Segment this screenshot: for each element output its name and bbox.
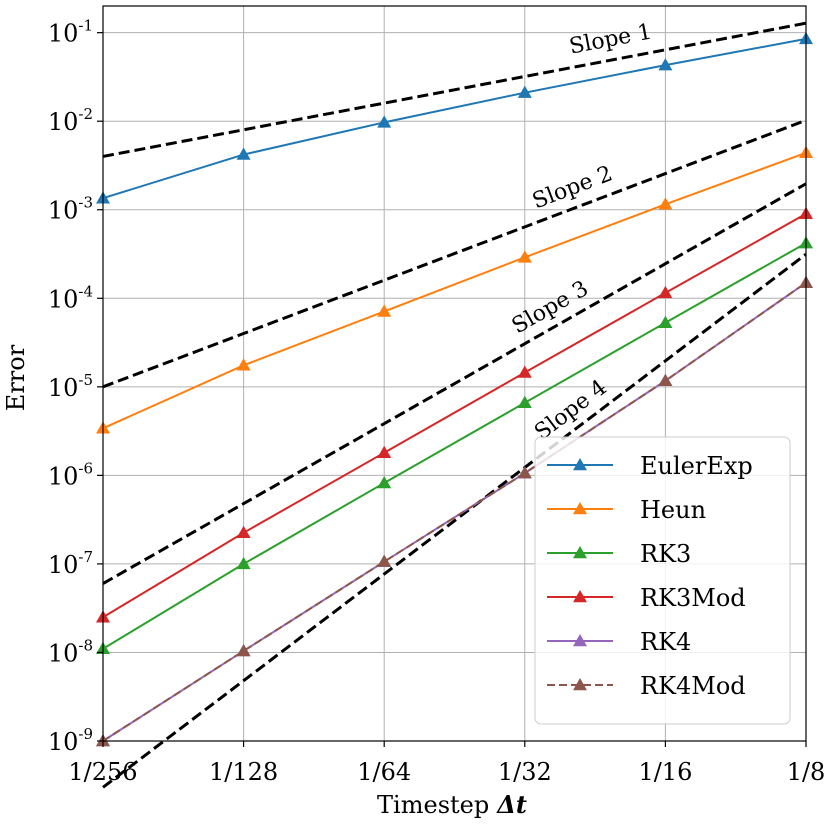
x-axis-label: Timestep Δt: [377, 790, 527, 819]
data-point: [517, 466, 532, 479]
data-point: [658, 285, 673, 299]
data-point: [377, 554, 392, 567]
legend-swatch-marker: [573, 546, 587, 559]
slope-2-line: [102, 118, 807, 389]
data-point: [377, 304, 392, 317]
data-point: [377, 445, 392, 459]
y-tick-label: 10-5: [48, 371, 93, 402]
data-point: [517, 365, 532, 378]
data-point: [236, 556, 251, 570]
data-point: [377, 115, 392, 128]
legend-item: EulerExp: [547, 452, 753, 480]
x-tick-label: 1/16: [638, 758, 692, 786]
y-tick-label: 10-9: [48, 725, 93, 756]
series-line: [102, 212, 807, 619]
legend-label: RK4: [640, 628, 691, 656]
data-point: [236, 358, 251, 371]
series-rk4mod: [96, 275, 813, 747]
data-point: [658, 197, 673, 210]
data-point: [658, 373, 673, 387]
legend-label: RK3: [640, 540, 691, 568]
x-axis-ticks: 1/256 1/128 1/64 1/32 1/16 1/8: [68, 741, 825, 786]
legend-item: RK3: [547, 540, 691, 568]
legend-label: RK3Mod: [640, 584, 746, 612]
x-tick-label: 1/64: [357, 758, 411, 786]
y-tick-label: 10-8: [48, 636, 93, 667]
y-axis-ticks: 10-9 10-8 10-7 10-6 10-5 10-4 10-3 10-2 10-1: [48, 17, 103, 756]
data-point: [658, 315, 673, 328]
legend-item: RK4Mod: [547, 672, 746, 700]
legend-label: EulerExp: [640, 452, 753, 480]
legend-item: RK4: [547, 628, 691, 656]
legend-item: RK3Mod: [547, 584, 746, 612]
legend: EulerExp Heun RK3 RK3Mod RK4 RK4Mod: [534, 436, 791, 725]
legend-swatch-marker: [573, 678, 587, 691]
slope-4-line: [102, 253, 807, 789]
series-line: [102, 151, 807, 430]
data-point: [517, 250, 532, 263]
y-tick-label: 10-2: [48, 105, 93, 136]
reference-slope-lines: [102, 21, 807, 789]
data-point: [236, 525, 251, 538]
legend-swatch-marker: [573, 634, 587, 647]
legend-item: Heun: [547, 496, 706, 524]
series-rk3mod: [96, 206, 813, 623]
series-line: [102, 242, 807, 650]
y-tick-label: 10-3: [48, 194, 93, 225]
y-tick-label: 10-7: [48, 548, 93, 579]
data-point: [658, 58, 673, 71]
data-point: [236, 147, 251, 160]
data-point: [236, 643, 251, 657]
x-tick-label: 1/32: [498, 758, 552, 786]
x-tick-label: 1/128: [209, 758, 278, 786]
legend-label: RK4Mod: [640, 672, 746, 700]
y-tick-label: 10-6: [48, 459, 93, 490]
legend-swatch-marker: [573, 458, 587, 471]
data-point: [377, 476, 392, 489]
series-eulerexp: [96, 31, 813, 204]
y-tick-label: 10-4: [48, 282, 93, 313]
y-tick-label: 10-1: [48, 17, 93, 48]
data-point: [517, 395, 532, 409]
plot-frame: [102, 5, 807, 742]
series-line: [102, 37, 807, 200]
legend-swatch-marker: [573, 502, 587, 515]
legend-swatch-marker: [573, 590, 587, 603]
legend-label: Heun: [640, 496, 706, 524]
x-tick-label: 1/8: [787, 758, 826, 786]
data-point: [517, 85, 532, 98]
y-axis-label: Error: [2, 344, 30, 411]
slope-3-line: [102, 182, 807, 585]
series-line: [102, 281, 807, 742]
slope-1-line: [102, 21, 807, 158]
x-tick-label: 1/256: [68, 758, 137, 786]
data-series: [96, 31, 813, 747]
